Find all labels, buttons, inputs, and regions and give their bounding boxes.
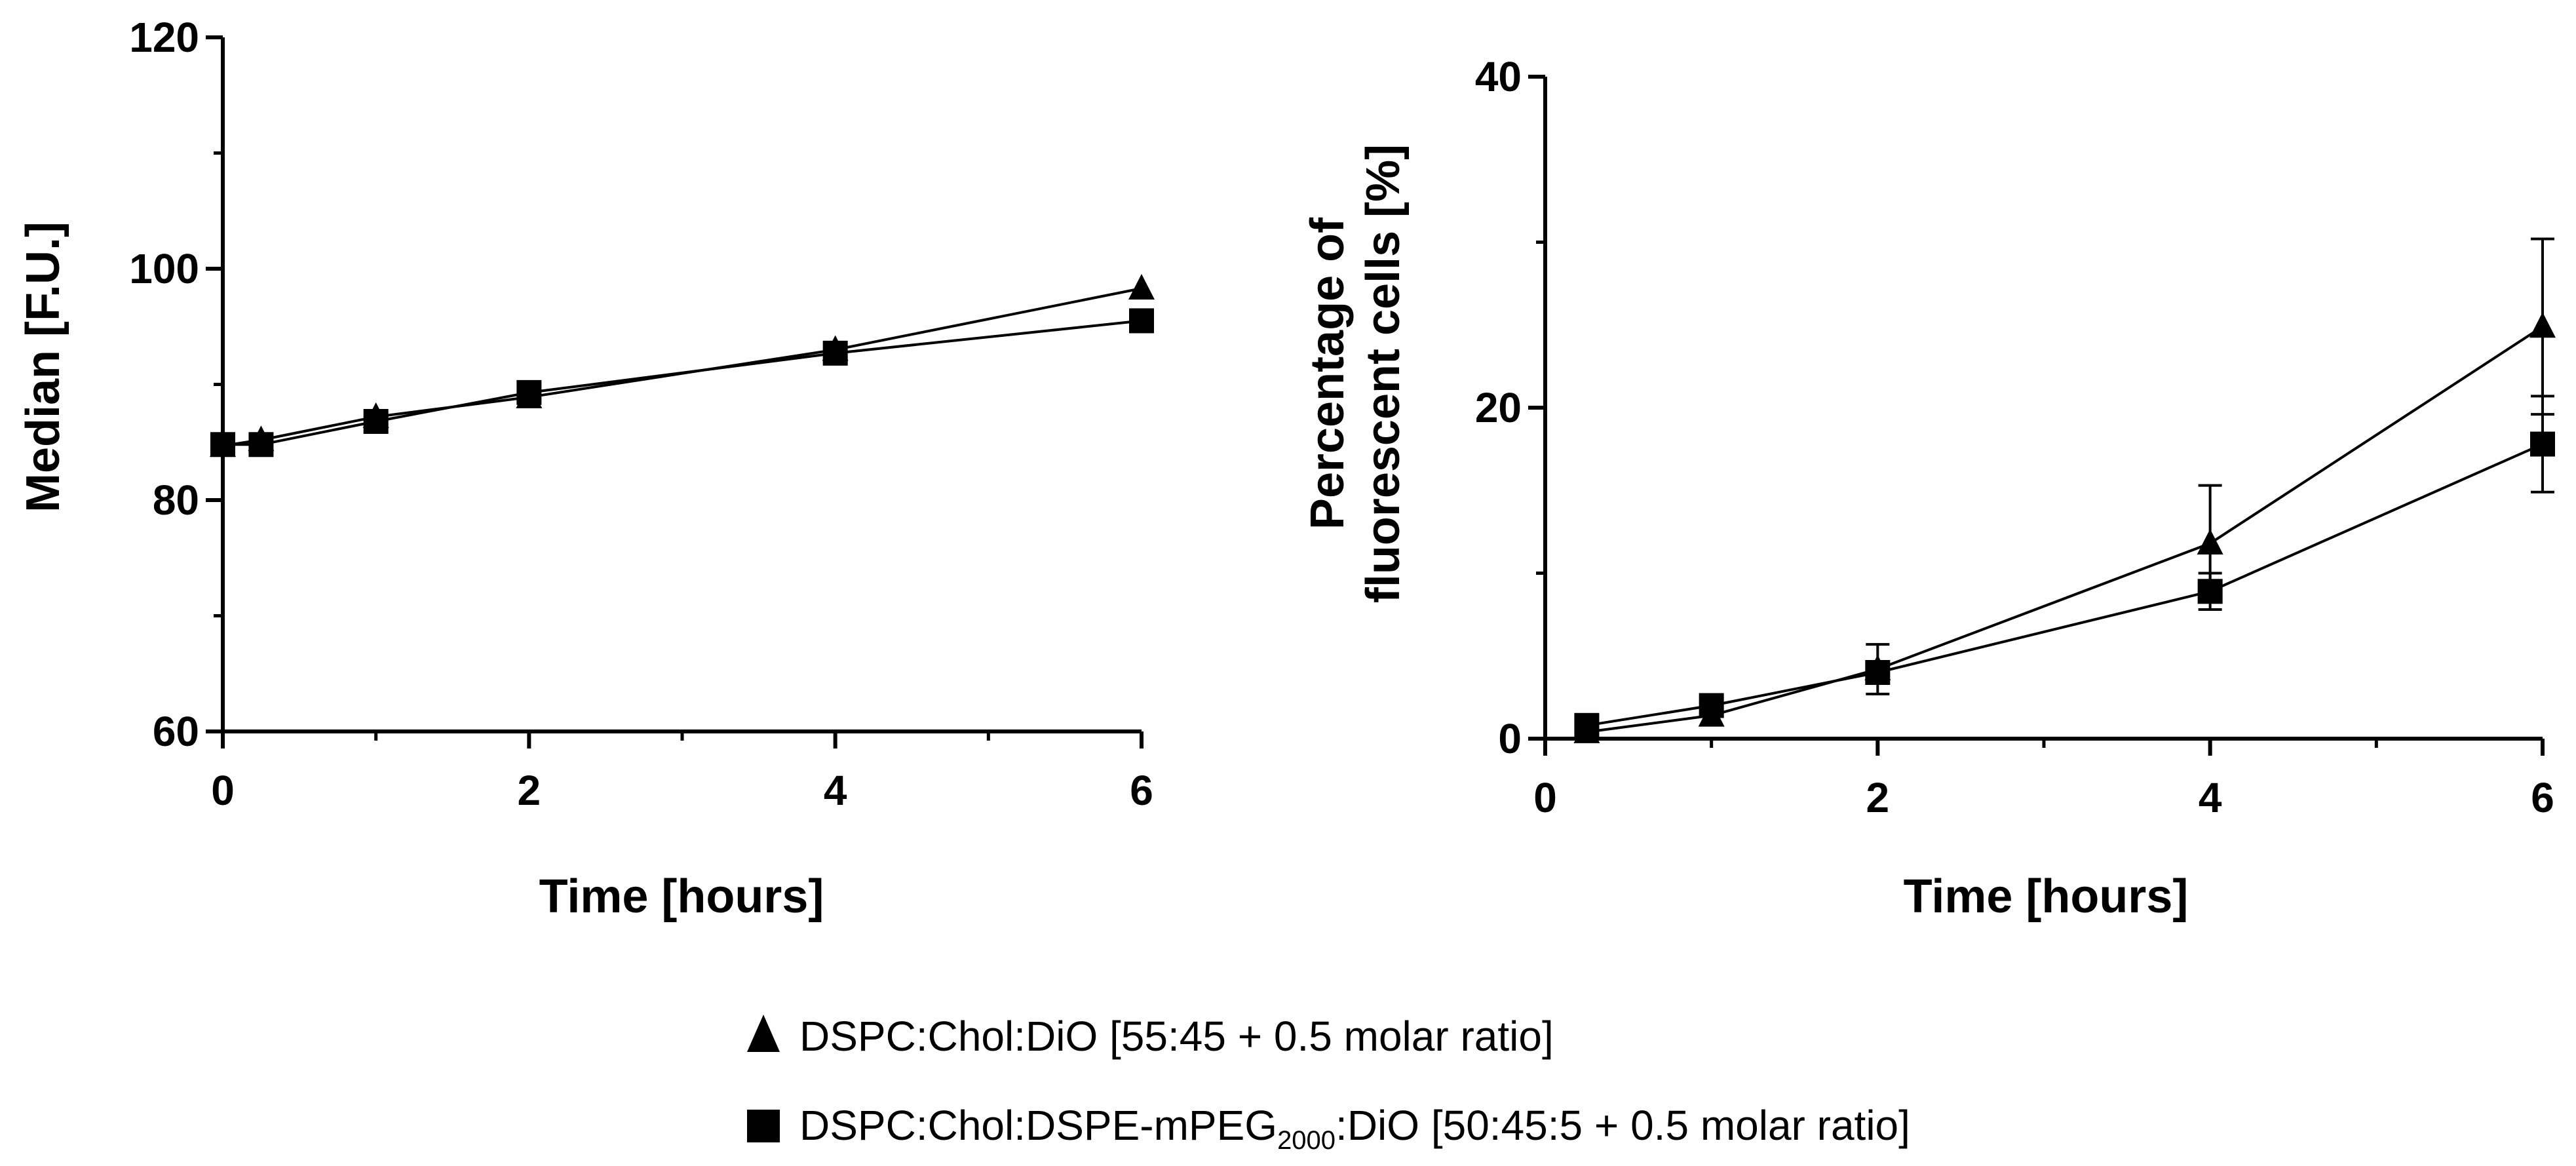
chart-median-series	[210, 274, 1155, 457]
chart-percentage-ylabel-line1: Percentage of	[1301, 217, 1354, 530]
legend-triangle-marker	[747, 1015, 780, 1052]
median-x-tick-label: 0	[211, 767, 235, 814]
median-point-peg	[516, 379, 542, 405]
percentage-x-tick-label: 2	[1866, 774, 1890, 821]
median-point-peg	[822, 340, 848, 366]
percentage-y-tick-label: 20	[1475, 384, 1522, 431]
median-series-line-peg	[223, 319, 1142, 446]
median-series-line-dio	[222, 287, 1142, 448]
percentage-point-dio	[2529, 312, 2556, 338]
chart-median-axes: 60 80 100 120 0 2 4 6	[129, 14, 1153, 814]
legend-label-peg-subscript: 2000	[1277, 1126, 1336, 1155]
legend-square-marker	[747, 1110, 780, 1142]
chart-median: 60 80 100 120 0 2 4 6 Time [hours] Median [F.U.…	[17, 14, 1155, 923]
percentage-point-peg	[2197, 579, 2223, 604]
median-point-peg	[1129, 308, 1154, 334]
median-point-peg	[363, 408, 389, 434]
median-point-peg	[210, 432, 235, 457]
chart-percentage: 0 20 40 0 2 4 6 Time [hours] Percentage of flu…	[1301, 53, 2556, 923]
percentage-series-line-peg	[1586, 442, 2543, 727]
median-y-tick-label: 120	[129, 14, 199, 61]
percentage-x-tick-label: 0	[1533, 774, 1557, 821]
percentage-x-tick-label: 6	[2531, 774, 2554, 821]
chart-percentage-ylabel-line2: fluorescent cells [%]	[1357, 144, 1410, 603]
legend: DSPC:Chol:DiO [55:45 + 0.5 molar ratio] …	[747, 1013, 1910, 1155]
percentage-series-line-dio	[1586, 325, 2544, 733]
percentage-point-dio	[2197, 529, 2223, 555]
chart-percentage-xlabel: Time [hours]	[1904, 870, 2189, 923]
median-x-tick-label: 2	[518, 767, 541, 814]
legend-label-peg: DSPC:Chol:DSPE-mPEG2000:DiO [50:45:5 + 0…	[799, 1102, 1910, 1155]
legend-label-peg-suffix: :DiO [50:45:5 + 0.5 molar ratio]	[1336, 1102, 1910, 1149]
percentage-point-peg	[1865, 660, 1891, 685]
median-y-tick-label: 60	[153, 708, 199, 755]
percentage-point-peg	[2530, 431, 2555, 457]
percentage-y-tick-label: 0	[1498, 715, 1522, 762]
median-x-tick-label: 4	[824, 767, 847, 814]
percentage-y-tick-label: 40	[1475, 53, 1522, 100]
median-point-peg	[248, 432, 274, 457]
legend-label-peg-prefix: DSPC:Chol:DSPE-mPEG	[799, 1102, 1277, 1149]
chart-percentage-series	[1573, 237, 2556, 743]
median-x-tick-label: 6	[1130, 767, 1153, 814]
chart-median-ylabel: Median [F.U.]	[17, 222, 69, 513]
percentage-point-peg	[1699, 693, 1724, 718]
percentage-x-tick-label: 4	[2199, 774, 2222, 821]
legend-label-dio: DSPC:Chol:DiO [55:45 + 0.5 molar ratio]	[799, 1013, 1554, 1060]
chart-median-xlabel: Time [hours]	[539, 870, 824, 923]
median-point-dio	[1128, 274, 1155, 300]
median-y-tick-label: 80	[153, 476, 199, 524]
median-y-tick-label: 100	[129, 245, 199, 292]
percentage-point-peg	[1574, 712, 1600, 738]
chart-percentage-axes: 0 20 40 0 2 4 6	[1475, 53, 2554, 821]
